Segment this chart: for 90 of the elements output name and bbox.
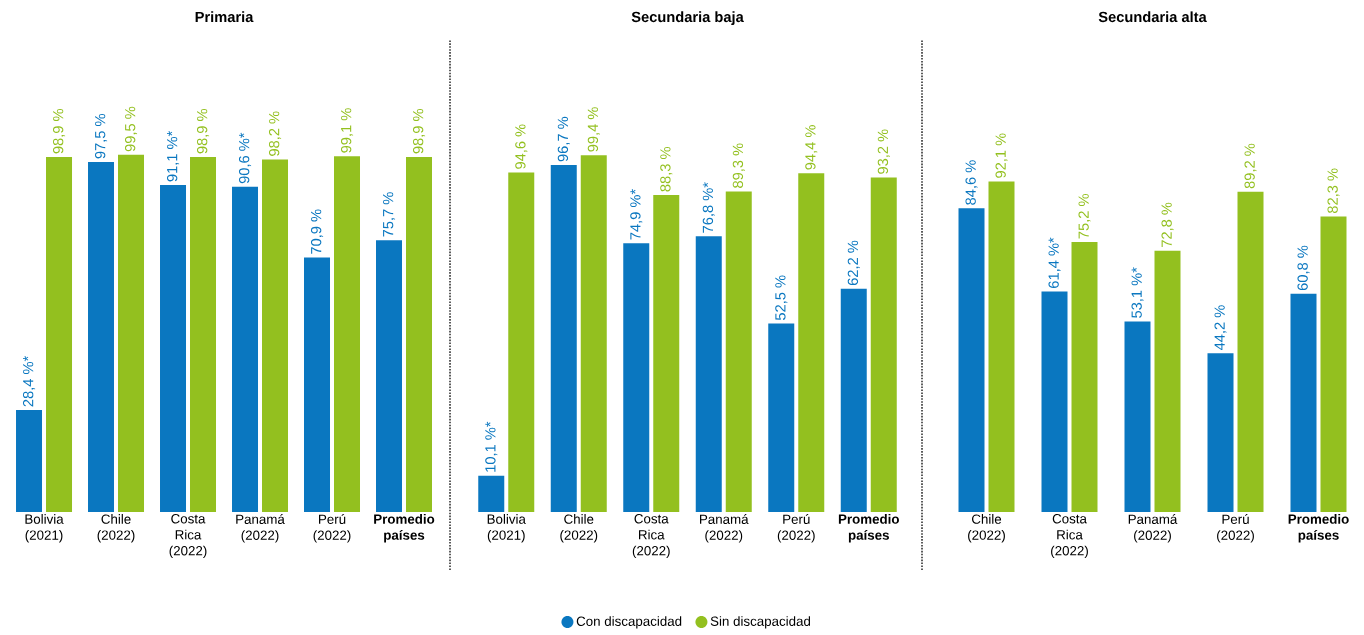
bar: [46, 157, 73, 512]
bar: [695, 236, 722, 512]
x-tick-label: Chile (2022): [97, 514, 135, 543]
bar: [190, 157, 217, 512]
bar: [118, 154, 145, 512]
bar: [840, 288, 867, 512]
x-tick-label: Promedio países: [838, 514, 899, 543]
x-tick-label: Panamá (2022): [1128, 514, 1178, 543]
data-label: 61,4 %*: [1048, 237, 1061, 288]
bar: [623, 243, 650, 512]
data-label: 98,2 %: [268, 111, 282, 156]
data-label: 52,5 %: [775, 275, 788, 321]
x-tick-label: Perú (2022): [1217, 514, 1254, 543]
data-label: 97,5 %: [94, 113, 108, 159]
data-label: 28,4 %*: [22, 356, 36, 407]
x-tick-label: Promedio países: [374, 514, 435, 543]
bar: [334, 156, 361, 512]
data-label: 82,3 %: [1327, 168, 1340, 214]
data-label: 93,2 %: [877, 129, 890, 174]
data-label: 75,2 %: [1078, 194, 1091, 239]
bar: [1290, 293, 1317, 512]
x-tick-label: Bolivia (2021): [25, 514, 64, 543]
data-label: 99,1 %: [340, 108, 354, 153]
x-tick-label: Promedio países: [1288, 514, 1349, 543]
bar: [1207, 353, 1234, 512]
data-label: 53,1 %*: [1131, 267, 1144, 318]
data-label: 76,8 %*: [702, 182, 715, 233]
data-label: 75,7 %: [382, 192, 396, 237]
bar: [550, 164, 577, 512]
x-tick-label: Perú (2022): [777, 514, 815, 543]
x-tick-label: Chile (2022): [968, 514, 1005, 543]
x-tick-label: Chile (2022): [560, 514, 598, 543]
bar: [870, 177, 897, 512]
data-label: 62,2 %: [847, 240, 860, 286]
x-tick-label: Costa Rica (2022): [169, 514, 207, 559]
data-label: 98,9 %: [52, 108, 66, 154]
bar: [798, 173, 825, 512]
chart-title: Secundaria alta: [1098, 11, 1207, 23]
bar: [768, 323, 795, 512]
data-label: 99,4 %: [587, 107, 600, 152]
bar: [988, 181, 1015, 512]
bar: [1124, 321, 1151, 512]
data-label: 96,7 %: [557, 116, 570, 162]
data-label: 91,1 %*: [166, 130, 180, 182]
chart-title: Secundaria baja: [631, 11, 744, 26]
bar: [232, 186, 259, 512]
data-label: 10,1 %*: [485, 421, 498, 472]
data-label: 98,9 %: [196, 108, 210, 154]
bar: [1320, 216, 1347, 512]
x-tick-label: Perú (2022): [313, 514, 351, 543]
bar: [88, 162, 115, 512]
legend-label: Sin discapacidad: [710, 616, 811, 629]
chart-title: Primaria: [195, 11, 254, 23]
data-label: 44,2 %: [1214, 305, 1227, 351]
bar: [262, 159, 289, 512]
data-label: 72,8 %: [1161, 202, 1174, 247]
bar: [1041, 291, 1068, 512]
data-label: 98,9 %: [412, 108, 426, 154]
bar: [304, 257, 331, 512]
bar: [958, 208, 985, 512]
data-label: 89,2 %: [1244, 143, 1257, 189]
bar: [160, 185, 187, 512]
data-label: 94,4 %: [805, 125, 818, 170]
data-label: 70,9 %: [310, 209, 324, 254]
bar: [725, 191, 752, 512]
data-label: 88,3 %: [660, 147, 673, 192]
bar: [376, 240, 403, 512]
data-label: 60,8 %: [1297, 245, 1310, 291]
x-tick-label: Panamá (2022): [236, 514, 285, 543]
data-label: 74,9 %*: [630, 189, 643, 240]
bar: [653, 195, 680, 512]
legend-label: Con discapacidad: [576, 616, 682, 629]
x-tick-label: Costa Rica (2022): [1051, 514, 1088, 559]
data-label: 92,1 %: [995, 133, 1008, 178]
data-label: 84,6 %: [965, 160, 978, 205]
bar: [1237, 191, 1264, 512]
data-label: 90,6 %*: [238, 132, 252, 184]
x-tick-label: Bolivia (2021): [487, 514, 526, 543]
bar: [580, 155, 607, 512]
bar: [478, 475, 505, 512]
data-label: 89,3 %: [732, 143, 745, 188]
data-label: 94,6 %: [515, 124, 528, 169]
bar: [508, 172, 535, 512]
x-tick-label: Costa Rica (2022): [632, 514, 670, 559]
bar: [406, 157, 432, 512]
bar: [1154, 250, 1181, 512]
data-label: 99,5 %: [124, 106, 138, 152]
x-tick-label: Panamá (2022): [700, 514, 749, 543]
bar: [1071, 242, 1098, 512]
bar: [16, 410, 43, 512]
